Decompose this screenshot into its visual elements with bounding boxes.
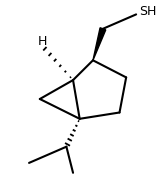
- Text: H: H: [38, 35, 47, 48]
- Polygon shape: [93, 28, 106, 60]
- Text: SH: SH: [139, 5, 157, 18]
